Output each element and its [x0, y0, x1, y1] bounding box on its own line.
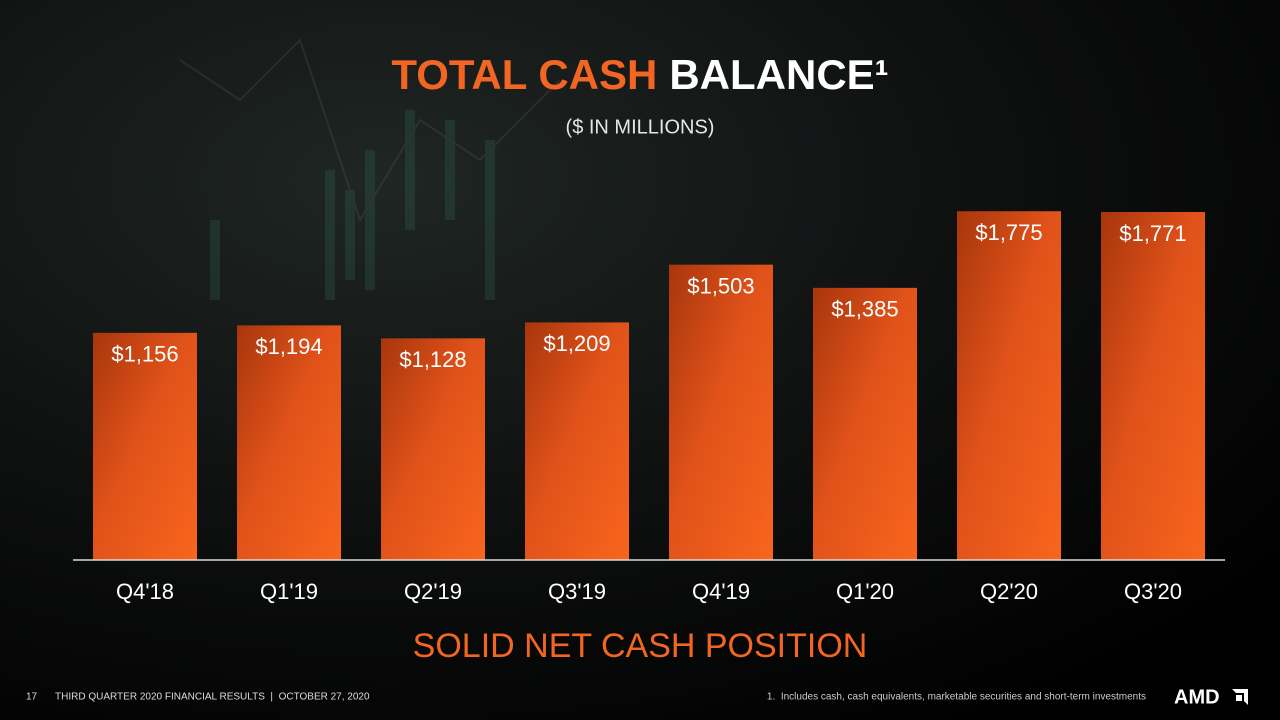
bar — [669, 264, 773, 560]
bar — [1101, 211, 1205, 560]
logo-icon — [1232, 689, 1248, 705]
bar — [525, 322, 629, 560]
background-decoration — [179, 38, 561, 300]
data-label: $1,503 — [687, 273, 754, 298]
title-main: BALANCE¹ — [669, 51, 888, 98]
logo: AMD — [1174, 686, 1220, 708]
x-tick-label: Q2'19 — [404, 579, 462, 604]
chart-subtitle: ($ IN MILLIONS) — [566, 116, 715, 138]
data-label: $1,128 — [399, 347, 466, 372]
x-tick-label: Q2'20 — [980, 579, 1038, 604]
x-tick-label: Q3'20 — [1124, 579, 1182, 604]
footnote: 1. Includes cash, cash equivalents, mark… — [767, 692, 1146, 703]
annotation: SOLID NET CASH POSITION — [413, 627, 868, 665]
data-label: $1,209 — [543, 331, 610, 356]
plot: $1,156 Q4'18 $1,194 Q1'19 $1,128 Q2'19 $1,209 Q… — [73, 211, 1225, 604]
bar — [957, 211, 1061, 560]
data-label: $1,775 — [975, 220, 1042, 245]
bar — [381, 338, 485, 560]
data-label: $1,194 — [255, 334, 322, 359]
footer-text: THIRD QUARTER 2020 FINANCIAL RESULTS | O… — [55, 692, 370, 703]
chart-title: TOTAL CASH BALANCE¹ — [391, 51, 888, 98]
x-tick-label: Q4'18 — [116, 579, 174, 604]
title-accent: TOTAL CASH — [391, 51, 657, 98]
bar — [237, 325, 341, 560]
x-tick-label: Q4'19 — [692, 579, 750, 604]
x-tick-label: Q3'19 — [548, 579, 606, 604]
bar — [93, 332, 197, 560]
data-label: $1,385 — [831, 297, 898, 322]
page-number: 17 — [26, 692, 38, 703]
bar — [813, 287, 917, 560]
data-label: $1,771 — [1119, 221, 1186, 246]
data-label: $1,156 — [111, 342, 178, 367]
x-tick-label: Q1'19 — [260, 579, 318, 604]
x-tick-label: Q1'20 — [836, 579, 894, 604]
